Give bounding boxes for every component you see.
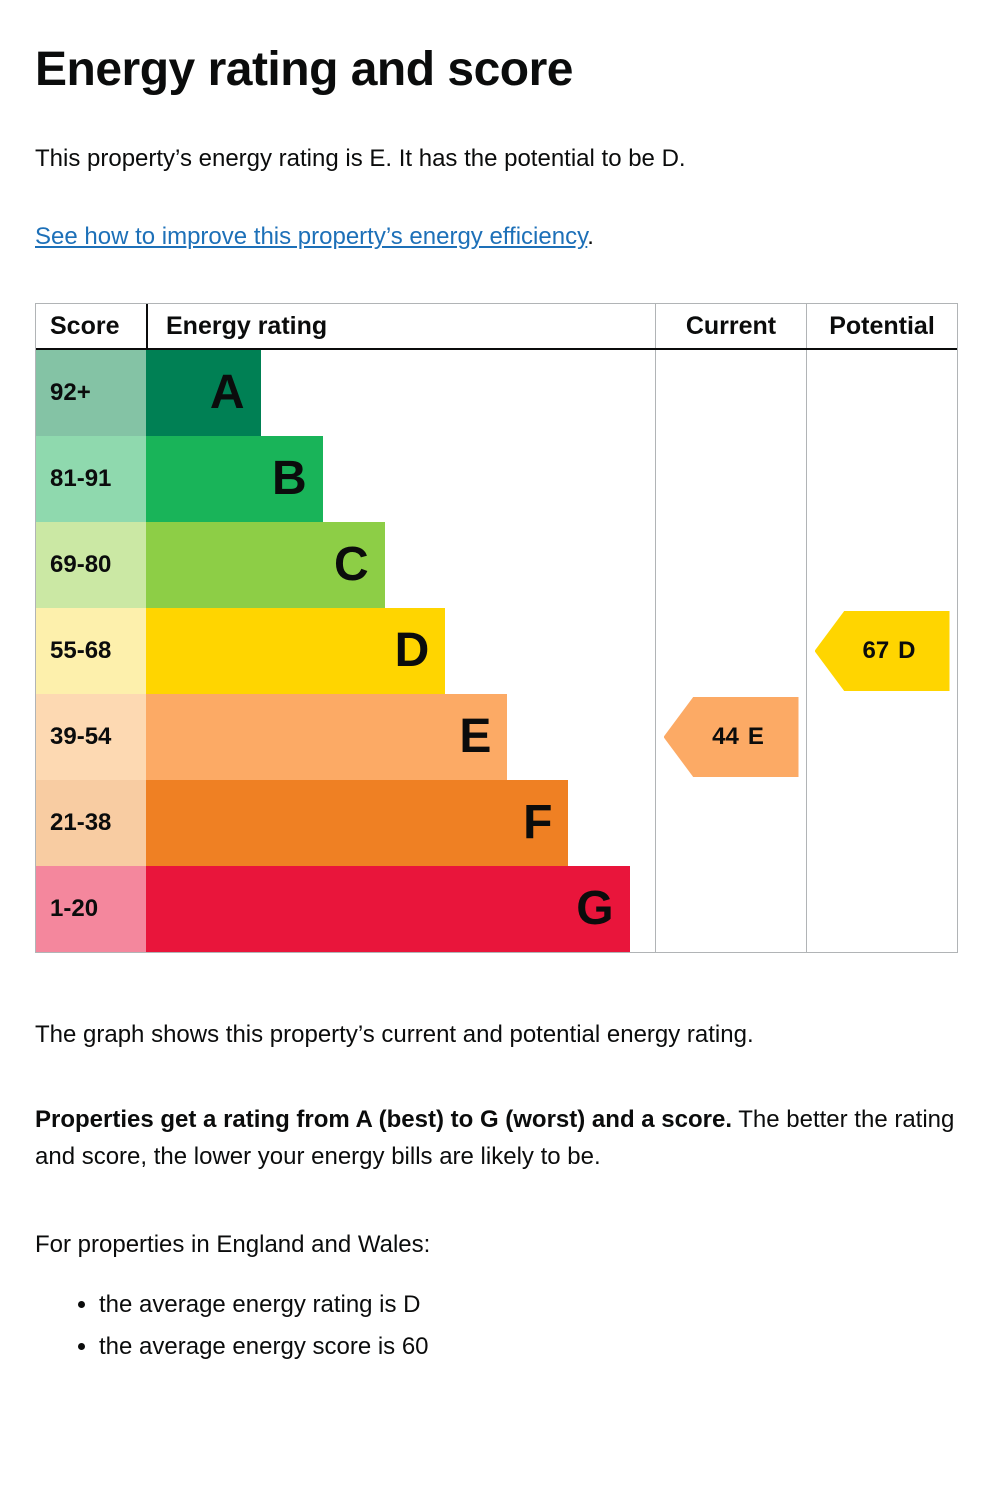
potential-cell: 67 D: [806, 608, 957, 694]
band-bar-g: G: [146, 866, 630, 952]
current-letter: E: [747, 723, 764, 750]
band-bar-f: F: [146, 780, 569, 866]
band-row-f: 21-38 F: [36, 780, 957, 866]
intro-text: This property’s energy rating is E. It h…: [35, 145, 686, 172]
current-cell: [655, 436, 806, 522]
region-intro: For properties in England and Wales:: [35, 1231, 431, 1259]
rating-cell: D: [146, 608, 655, 694]
link-suffix: .: [587, 223, 594, 250]
explanation-rest: The better the rating and score, the low…: [35, 1106, 955, 1171]
score-cell: 69-80: [36, 522, 146, 608]
epc-chart: Score Energy rating Current Potential 92…: [35, 303, 958, 953]
score-cell: 92+: [36, 350, 146, 436]
band-letter: B: [271, 452, 307, 505]
current-cell: 44 E: [655, 694, 806, 780]
header-potential: Potential: [806, 304, 957, 348]
header-score: Score: [50, 312, 120, 340]
current-value: 44: [712, 723, 739, 750]
list-item-average-rating: the average energy rating is D: [99, 1291, 958, 1319]
band-letter: F: [523, 796, 553, 849]
band-letter: G: [576, 882, 614, 935]
list-item-average-score: the average energy score is 60: [99, 1333, 958, 1361]
epc-chart-header: Score Energy rating Current Potential: [36, 304, 957, 350]
potential-cell: [806, 866, 957, 952]
band-bar-d: D: [146, 608, 446, 694]
rating-cell: F: [146, 780, 655, 866]
explanation-text: Properties get a rating from A (best) to…: [35, 1101, 958, 1175]
band-bar-b: B: [146, 436, 323, 522]
potential-cell: [806, 436, 957, 522]
band-bar-a: A: [146, 350, 261, 436]
current-arrow: 44 E: [663, 697, 799, 777]
potential-cell: [806, 694, 957, 780]
band-bar-c: C: [146, 522, 385, 608]
current-cell: [655, 780, 806, 866]
header-current: Current: [655, 304, 806, 348]
potential-cell: [806, 522, 957, 608]
band-row-a: 92+ A: [36, 350, 957, 436]
score-cell: 39-54: [36, 694, 146, 780]
rating-cell: G: [146, 866, 655, 952]
score-cell: 21-38: [36, 780, 146, 866]
potential-letter: D: [898, 637, 916, 664]
rating-cell: B: [146, 436, 655, 522]
band-letter: E: [459, 710, 492, 763]
current-cell: [655, 350, 806, 436]
band-bar-e: E: [146, 694, 508, 780]
current-cell: [655, 522, 806, 608]
band-row-c: 69-80 C: [36, 522, 957, 608]
averages-list: the average energy rating is D the avera…: [35, 1291, 958, 1361]
potential-cell: [806, 780, 957, 866]
improve-link[interactable]: See how to improve this property’s energ…: [35, 223, 588, 250]
band-row-d: 55-68 D 67 D: [36, 608, 957, 694]
current-cell: [655, 608, 806, 694]
current-cell: [655, 866, 806, 952]
score-cell: 81-91: [36, 436, 146, 522]
explanation-bold: Properties get a rating from A (best) to…: [35, 1106, 732, 1133]
potential-arrow: 67 D: [814, 611, 950, 691]
score-cell: 55-68: [36, 608, 146, 694]
improve-link-line: See how to improve this property’s energ…: [35, 223, 958, 251]
rating-cell: C: [146, 522, 655, 608]
page-title: Energy rating and score: [35, 43, 574, 96]
potential-cell: [806, 350, 957, 436]
band-row-e: 39-54 E 44 E: [36, 694, 957, 780]
band-letter: A: [209, 366, 245, 419]
band-row-b: 81-91 B: [36, 436, 957, 522]
header-energy-rating: Energy rating: [146, 304, 655, 348]
chart-caption: The graph shows this property’s current …: [35, 1021, 754, 1048]
band-letter: D: [394, 624, 430, 677]
band-row-g: 1-20 G: [36, 866, 957, 952]
score-cell: 1-20: [36, 866, 146, 952]
band-letter: C: [334, 538, 369, 591]
potential-value: 67: [862, 637, 890, 664]
rating-cell: A: [146, 350, 655, 436]
rating-cell: E: [146, 694, 655, 780]
